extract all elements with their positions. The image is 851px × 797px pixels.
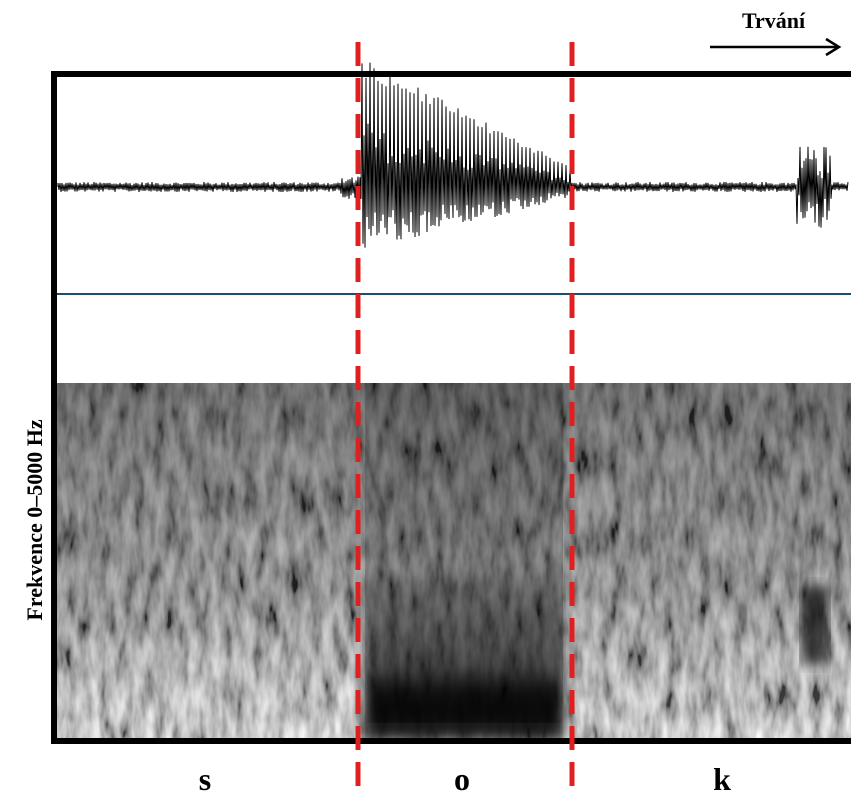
segment-label: o [454,761,470,797]
arrow-head [825,37,842,57]
vowel-region [365,383,563,740]
vowel-formants [365,575,563,740]
burst [802,585,828,665]
segment-label: k [713,761,731,797]
title: Trvání [742,8,806,33]
waveform [57,62,849,248]
segment-label: s [199,761,211,797]
spectrogram [55,383,851,740]
axis-label: Frekvence 0–5000 Hz [22,419,47,620]
frame [51,71,851,744]
